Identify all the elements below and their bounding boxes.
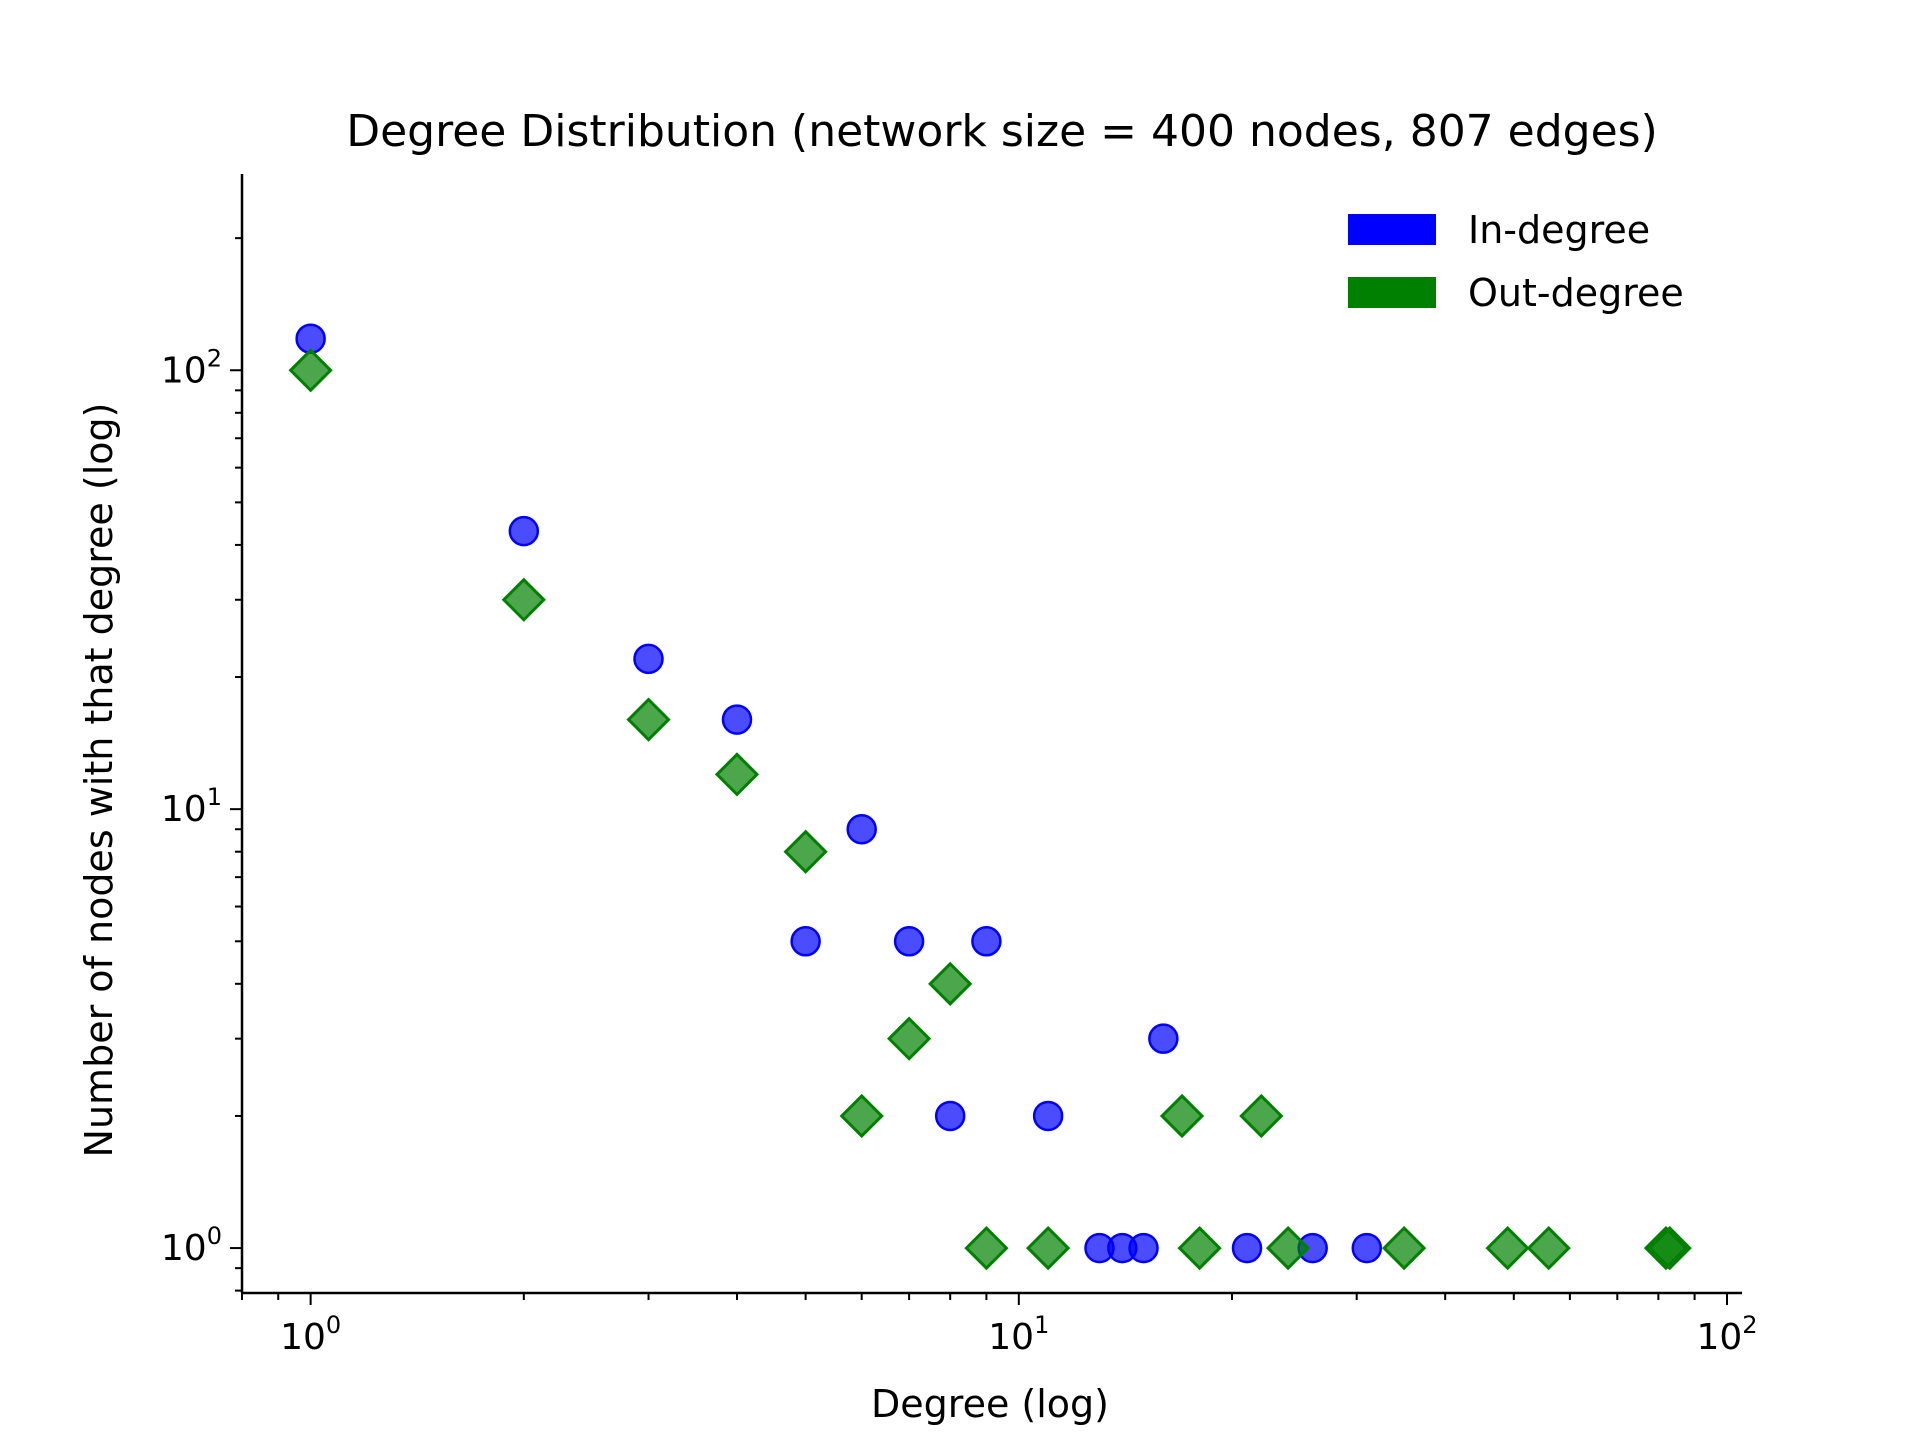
in-degree-point — [790, 926, 821, 957]
out-degree-point — [626, 697, 671, 742]
out-degree-point — [886, 1016, 932, 1061]
out-degree-point — [964, 1225, 1009, 1271]
in-degree-point — [893, 926, 925, 957]
series-diamond — [288, 348, 1692, 1271]
in-degree-point — [1351, 1232, 1383, 1264]
out-degree-point — [501, 577, 546, 622]
chart-title: Degree Distribution (network size = 400 … — [346, 106, 1658, 157]
legend-label: In-degree — [1468, 208, 1650, 252]
x-axis-label: Degree (log) — [871, 1382, 1109, 1426]
y-tick-label: 100 — [161, 1222, 222, 1269]
legend-swatch-circle — [1348, 214, 1436, 245]
legend-swatch-diamond — [1348, 277, 1436, 308]
out-degree-point — [783, 829, 828, 874]
in-degree-point — [934, 1100, 966, 1132]
out-degree-point — [1159, 1093, 1205, 1139]
in-degree-point — [508, 515, 540, 547]
in-degree-point — [1128, 1232, 1159, 1264]
out-degree-point — [1526, 1225, 1571, 1271]
y-axis-label: Number of nodes with that degree (log) — [77, 403, 121, 1158]
y-tick-label: 102 — [161, 344, 222, 391]
out-degree-point — [714, 752, 760, 797]
out-degree-point — [1026, 1225, 1071, 1271]
out-degree-point — [1485, 1225, 1530, 1271]
out-degree-point — [1265, 1225, 1311, 1271]
plot-area — [288, 323, 1692, 1271]
axes — [240, 174, 1742, 1295]
out-degree-point — [1647, 1225, 1692, 1271]
in-degree-point — [1231, 1232, 1263, 1264]
out-degree-point — [1177, 1225, 1222, 1271]
series-circle — [295, 323, 1383, 1264]
in-degree-point — [846, 813, 877, 845]
y-axis-ticks: 100 101 102 — [161, 237, 242, 1292]
x-tick-label: 102 — [1696, 1311, 1757, 1358]
out-degree-point — [928, 961, 973, 1006]
legend-label: Out-degree — [1468, 271, 1684, 315]
out-degree-point — [839, 1093, 884, 1139]
x-tick-label: 100 — [280, 1311, 341, 1358]
out-degree-point — [1239, 1093, 1284, 1139]
x-tick-label: 101 — [988, 1311, 1049, 1358]
y-tick-label: 101 — [161, 783, 222, 830]
in-degree-point — [1148, 1023, 1179, 1054]
out-degree-point — [288, 348, 333, 393]
in-degree-point — [721, 704, 753, 735]
out-degree-point — [1381, 1225, 1427, 1271]
legend: In-degree Out-degree — [1348, 208, 1684, 315]
x-axis-ticks: 100 101 102 — [241, 1293, 1758, 1358]
in-degree-point — [1032, 1100, 1064, 1132]
in-degree-point — [971, 926, 1002, 957]
in-degree-point — [633, 643, 664, 675]
